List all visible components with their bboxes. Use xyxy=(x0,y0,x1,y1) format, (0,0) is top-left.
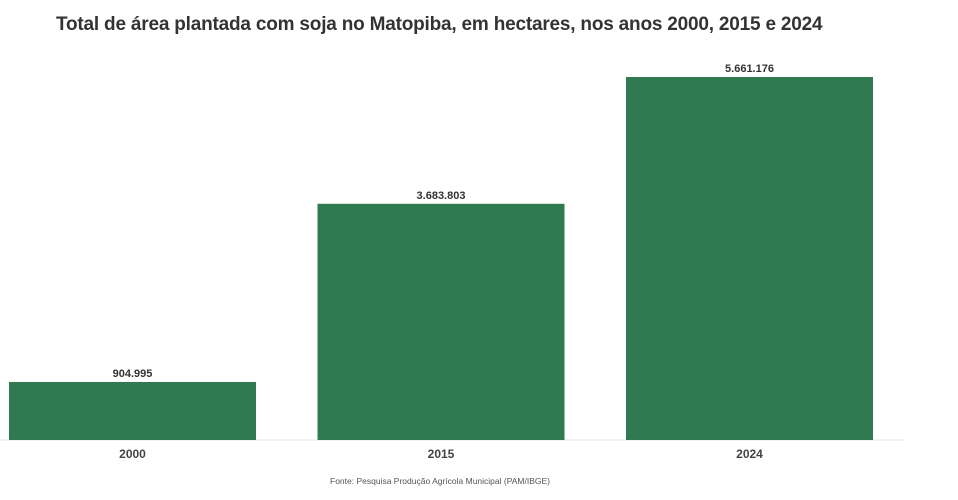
value-label-2015: 3.683.803 xyxy=(417,190,466,202)
value-label-2000: 904.995 xyxy=(113,368,153,380)
chart-title: Total de área plantada com soja no Matop… xyxy=(56,14,823,35)
bar-2024 xyxy=(626,77,873,440)
bar-2000 xyxy=(9,381,256,440)
source-note: Fonte: Pesquisa Produção Agrícola Munici… xyxy=(330,476,550,486)
bar-2015 xyxy=(317,203,565,440)
x-tick-label-2015: 2015 xyxy=(428,447,455,461)
x-tick-label-2000: 2000 xyxy=(119,447,146,461)
value-label-2024: 5.661.176 xyxy=(725,63,774,75)
x-tick-label-2024: 2024 xyxy=(736,447,763,461)
bars-layer: 904.995 2000 3.683.803 2015 5.661.176 2024 xyxy=(9,63,873,461)
